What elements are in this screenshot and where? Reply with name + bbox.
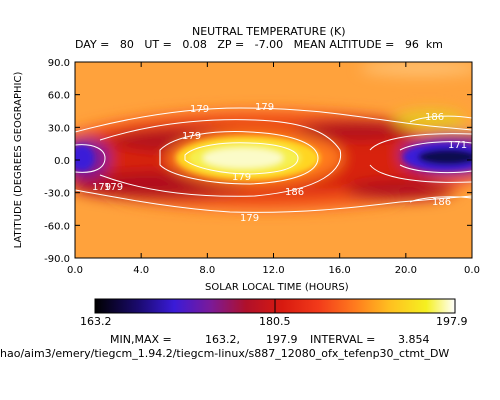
y-tick-label: 0.0 — [54, 156, 70, 167]
contour-label: 179 — [190, 104, 209, 115]
x-tick-label: 0.0 — [67, 265, 83, 276]
y-axis-label: LATITUDE (DEGREES GEOGRAPHIC) — [13, 71, 24, 249]
contour-label: 186 — [432, 197, 451, 208]
min-value: 163.2, — [205, 333, 240, 346]
y-tick-label: 60.0 — [48, 91, 70, 102]
contour-label: 186 — [425, 112, 444, 123]
contour-line — [75, 107, 472, 133]
contour-line — [75, 189, 472, 213]
contour-label: 179 — [232, 172, 251, 183]
contour-line — [399, 141, 472, 151]
contour-line — [369, 133, 472, 151]
interval-value: 3.854 — [398, 333, 430, 346]
colorbar-mid-label: 180.5 — [259, 315, 291, 328]
x-tick-label: 16.0 — [329, 265, 351, 276]
colorbar-max-label: 197.9 — [436, 315, 468, 328]
contour-line — [369, 164, 472, 183]
contour-line — [99, 119, 342, 197]
y-tick-label: 30.0 — [48, 123, 70, 134]
chart-subtitle: DAY = 80 UT = 0.08 ZP = -7.00 MEAN ALTIT… — [75, 38, 443, 51]
x-axis-label: SOLAR LOCAL TIME (HOURS) — [205, 282, 349, 293]
x-tick-label: 8.0 — [199, 265, 215, 276]
contour-label: 179 — [240, 213, 259, 224]
x-axis: 0.0 4.0 8.0 12.0 16.0 20.0 0.0 — [67, 62, 480, 276]
contour-line — [399, 164, 472, 174]
contour-label: 179 — [182, 131, 201, 142]
contour-label: 171 — [448, 140, 467, 151]
x-tick-label: 12.0 — [262, 265, 284, 276]
contour-label: 179 — [255, 102, 274, 113]
y-axis: 90.0 60.0 30.0 0.0 -30.0 -60.0 -90.0 — [44, 58, 472, 265]
colorbar-min-label: 163.2 — [80, 315, 112, 328]
interval-label: INTERVAL = — [310, 333, 376, 346]
contour-label: 186 — [285, 187, 304, 198]
contour-line — [184, 142, 299, 175]
x-tick-label: 4.0 — [133, 265, 149, 276]
max-value: 197.9 — [266, 333, 298, 346]
minmax-label: MIN,MAX = — [110, 333, 172, 346]
y-tick-label: 90.0 — [48, 58, 70, 69]
y-tick-label: -60.0 — [44, 221, 70, 232]
footer-path: hao/aim3/emery/tiegcm_1.94.2/tiegcm-linu… — [0, 347, 450, 360]
chart-title: NEUTRAL TEMPERATURE (K) — [192, 25, 346, 38]
contour-label: 179 — [104, 182, 123, 193]
x-tick-label: 0.0 — [464, 265, 480, 276]
y-tick-label: -90.0 — [44, 254, 70, 265]
contour-line — [75, 144, 106, 173]
contour-line — [409, 196, 472, 203]
x-tick-label: 20.0 — [395, 265, 417, 276]
y-tick-label: -30.0 — [44, 189, 70, 200]
contour-line — [159, 131, 319, 185]
contour-label: 179 — [92, 182, 111, 193]
contour-line — [409, 115, 472, 123]
